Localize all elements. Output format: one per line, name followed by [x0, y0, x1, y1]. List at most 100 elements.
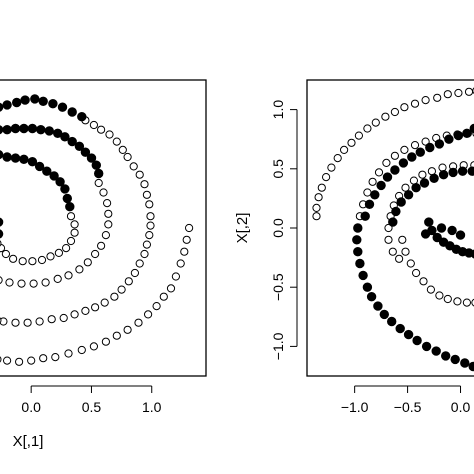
right-open-point — [400, 145, 409, 154]
right-open-point — [435, 291, 444, 300]
right-x-tick-label: 0.0 — [451, 399, 471, 415]
left-filled-point — [10, 123, 21, 134]
left-open-point — [1, 249, 10, 259]
right-filled-point — [432, 232, 442, 243]
left-open-point — [0, 317, 8, 326]
right-open-point — [363, 124, 372, 133]
left-filled-point — [2, 100, 12, 110]
right-open-point — [433, 93, 442, 102]
right-filled-point — [467, 166, 474, 176]
right-open-point — [443, 294, 452, 304]
left-filled-point — [12, 97, 22, 108]
left-filled-point — [48, 99, 58, 109]
left-open-point — [112, 137, 121, 146]
right-open-point — [312, 203, 321, 212]
right-open-point — [418, 170, 427, 179]
left-open-point — [185, 223, 194, 233]
left-filled-point — [60, 132, 70, 142]
right-open-point — [454, 88, 463, 98]
right-filled-point — [429, 173, 439, 184]
left-open-point — [117, 285, 126, 294]
right-y-tick-label: −1.0 — [270, 332, 286, 360]
left-open-point — [104, 220, 113, 229]
right-filled-point — [425, 142, 435, 153]
left-filled-point — [74, 141, 85, 152]
left-open-point — [62, 244, 71, 253]
left-open-point — [11, 318, 20, 327]
left-filled-point — [20, 95, 30, 105]
left-filled-point — [77, 112, 87, 122]
left-filled-point — [42, 166, 52, 176]
right-filled-point — [462, 128, 472, 139]
left-open-point — [70, 310, 79, 319]
left-open-point — [46, 252, 55, 261]
right-open-point — [410, 141, 420, 150]
right-filled-point — [415, 147, 425, 157]
left-x-tick-label: 0.5 — [82, 399, 102, 415]
left-open-point — [129, 162, 138, 171]
right-y-tick-label: 0.0 — [270, 218, 286, 238]
left-plot-frame — [0, 79, 207, 377]
left-open-point — [53, 274, 62, 283]
right-open-point — [322, 173, 331, 182]
left-open-point — [59, 313, 68, 323]
left-open-point — [180, 247, 189, 256]
left-open-point — [18, 257, 27, 266]
left-open-point — [123, 325, 132, 334]
right-open-point — [314, 193, 323, 202]
left-filled-point — [36, 125, 46, 135]
right-filled-point — [355, 258, 365, 269]
left-open-point — [135, 259, 144, 268]
left-open-point — [101, 231, 111, 240]
left-filled-point — [2, 125, 12, 135]
left-open-point — [64, 271, 73, 280]
right-y-tick-label: −0.5 — [270, 273, 286, 301]
left-open-point — [35, 317, 44, 326]
left-filled-point — [2, 152, 12, 162]
left-open-point — [47, 315, 56, 324]
left-open-point — [97, 241, 106, 250]
left-filled-point — [34, 161, 45, 172]
left-filled-point — [30, 94, 40, 104]
left-filled-point — [80, 147, 91, 157]
right-filled-point — [403, 329, 414, 340]
left-open-point — [89, 120, 99, 130]
left-open-point — [171, 272, 180, 281]
left-open-point — [152, 302, 161, 311]
right-open-point — [453, 297, 462, 306]
left-filled-point — [0, 102, 4, 112]
right-filled-point — [379, 309, 389, 320]
right-filled-point — [420, 229, 431, 239]
right-open-point — [312, 212, 321, 221]
left-filled-point — [67, 107, 77, 117]
right-filled-point — [370, 190, 380, 200]
right-open-point — [381, 112, 390, 121]
left-x-tick-label: 0.0 — [21, 399, 41, 415]
right-open-point — [395, 254, 404, 263]
left-open-point — [145, 200, 154, 209]
left-filled-point — [10, 153, 21, 163]
left-open-point — [37, 255, 47, 265]
right-open-point — [400, 103, 409, 112]
right-open-point — [327, 163, 336, 172]
left-open-point — [94, 178, 103, 188]
right-open-point — [390, 151, 399, 160]
right-filled-point — [403, 190, 414, 200]
left-open-point — [70, 228, 79, 237]
right-open-point — [388, 247, 397, 256]
right-filled-point — [364, 199, 375, 210]
left-open-point — [176, 259, 185, 268]
left-open-point — [70, 220, 79, 229]
right-open-point — [426, 285, 435, 294]
left-filled-point — [65, 202, 75, 212]
left-filled-point — [60, 184, 70, 194]
right-filled-point — [444, 134, 454, 144]
right-y-tick-label: 1.0 — [270, 100, 286, 120]
right-filled-point — [424, 217, 434, 227]
left-open-point — [182, 235, 191, 244]
right-filled-point — [398, 158, 409, 168]
left-filled-point — [19, 154, 29, 165]
left-open-point — [101, 337, 111, 346]
left-open-point — [75, 265, 84, 274]
right-filled-point — [407, 152, 417, 162]
